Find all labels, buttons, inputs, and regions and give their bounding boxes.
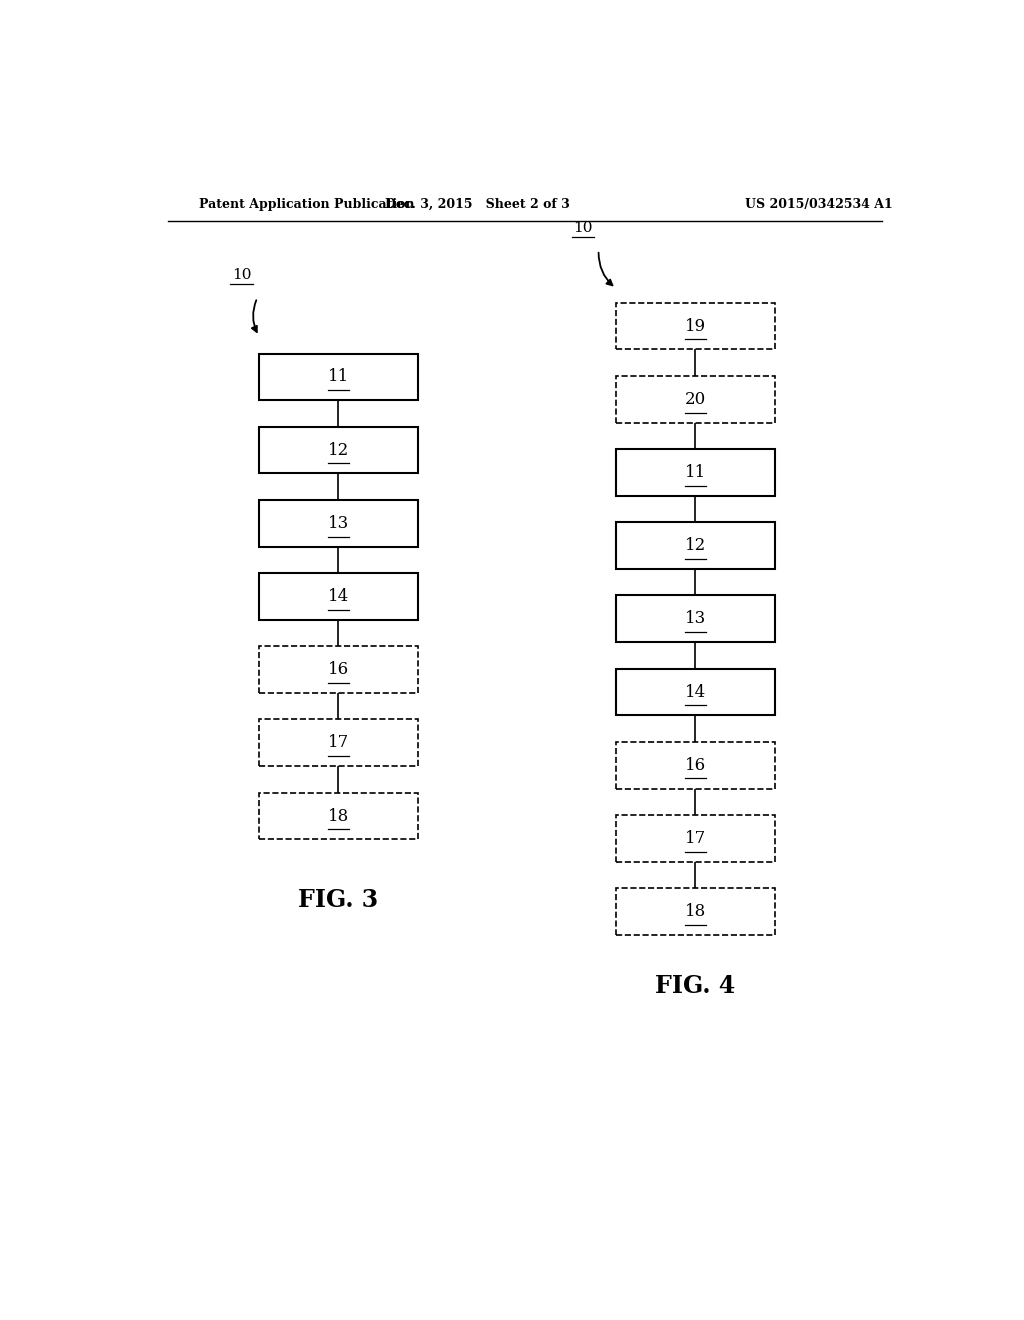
- Text: 18: 18: [328, 808, 349, 825]
- Text: 17: 17: [685, 830, 707, 847]
- Text: 20: 20: [685, 391, 707, 408]
- FancyBboxPatch shape: [616, 814, 775, 862]
- FancyBboxPatch shape: [616, 888, 775, 935]
- FancyBboxPatch shape: [616, 595, 775, 643]
- FancyBboxPatch shape: [259, 647, 418, 693]
- Text: 19: 19: [685, 318, 706, 334]
- Text: 14: 14: [328, 587, 349, 605]
- FancyBboxPatch shape: [616, 669, 775, 715]
- FancyBboxPatch shape: [259, 719, 418, 766]
- FancyBboxPatch shape: [259, 354, 418, 400]
- Text: Patent Application Publication: Patent Application Publication: [200, 198, 415, 211]
- FancyBboxPatch shape: [616, 523, 775, 569]
- FancyBboxPatch shape: [259, 573, 418, 620]
- Text: FIG. 4: FIG. 4: [655, 974, 735, 998]
- Text: 10: 10: [231, 268, 251, 282]
- FancyBboxPatch shape: [616, 302, 775, 350]
- FancyBboxPatch shape: [616, 376, 775, 422]
- FancyBboxPatch shape: [616, 449, 775, 496]
- Text: 14: 14: [685, 684, 707, 701]
- Text: Dec. 3, 2015   Sheet 2 of 3: Dec. 3, 2015 Sheet 2 of 3: [385, 198, 569, 211]
- Text: 11: 11: [328, 368, 349, 385]
- Text: 17: 17: [328, 734, 349, 751]
- Text: US 2015/0342534 A1: US 2015/0342534 A1: [744, 198, 892, 211]
- Text: 12: 12: [328, 442, 349, 458]
- Text: 16: 16: [685, 756, 706, 774]
- Text: 10: 10: [573, 220, 593, 235]
- FancyBboxPatch shape: [259, 426, 418, 474]
- Text: 13: 13: [685, 610, 707, 627]
- Text: 13: 13: [328, 515, 349, 532]
- FancyBboxPatch shape: [616, 742, 775, 788]
- Text: 12: 12: [685, 537, 707, 554]
- Text: 16: 16: [328, 661, 349, 678]
- Text: 18: 18: [685, 903, 707, 920]
- Text: 11: 11: [685, 463, 707, 480]
- FancyBboxPatch shape: [259, 792, 418, 840]
- Text: FIG. 3: FIG. 3: [298, 888, 378, 912]
- FancyBboxPatch shape: [259, 500, 418, 546]
